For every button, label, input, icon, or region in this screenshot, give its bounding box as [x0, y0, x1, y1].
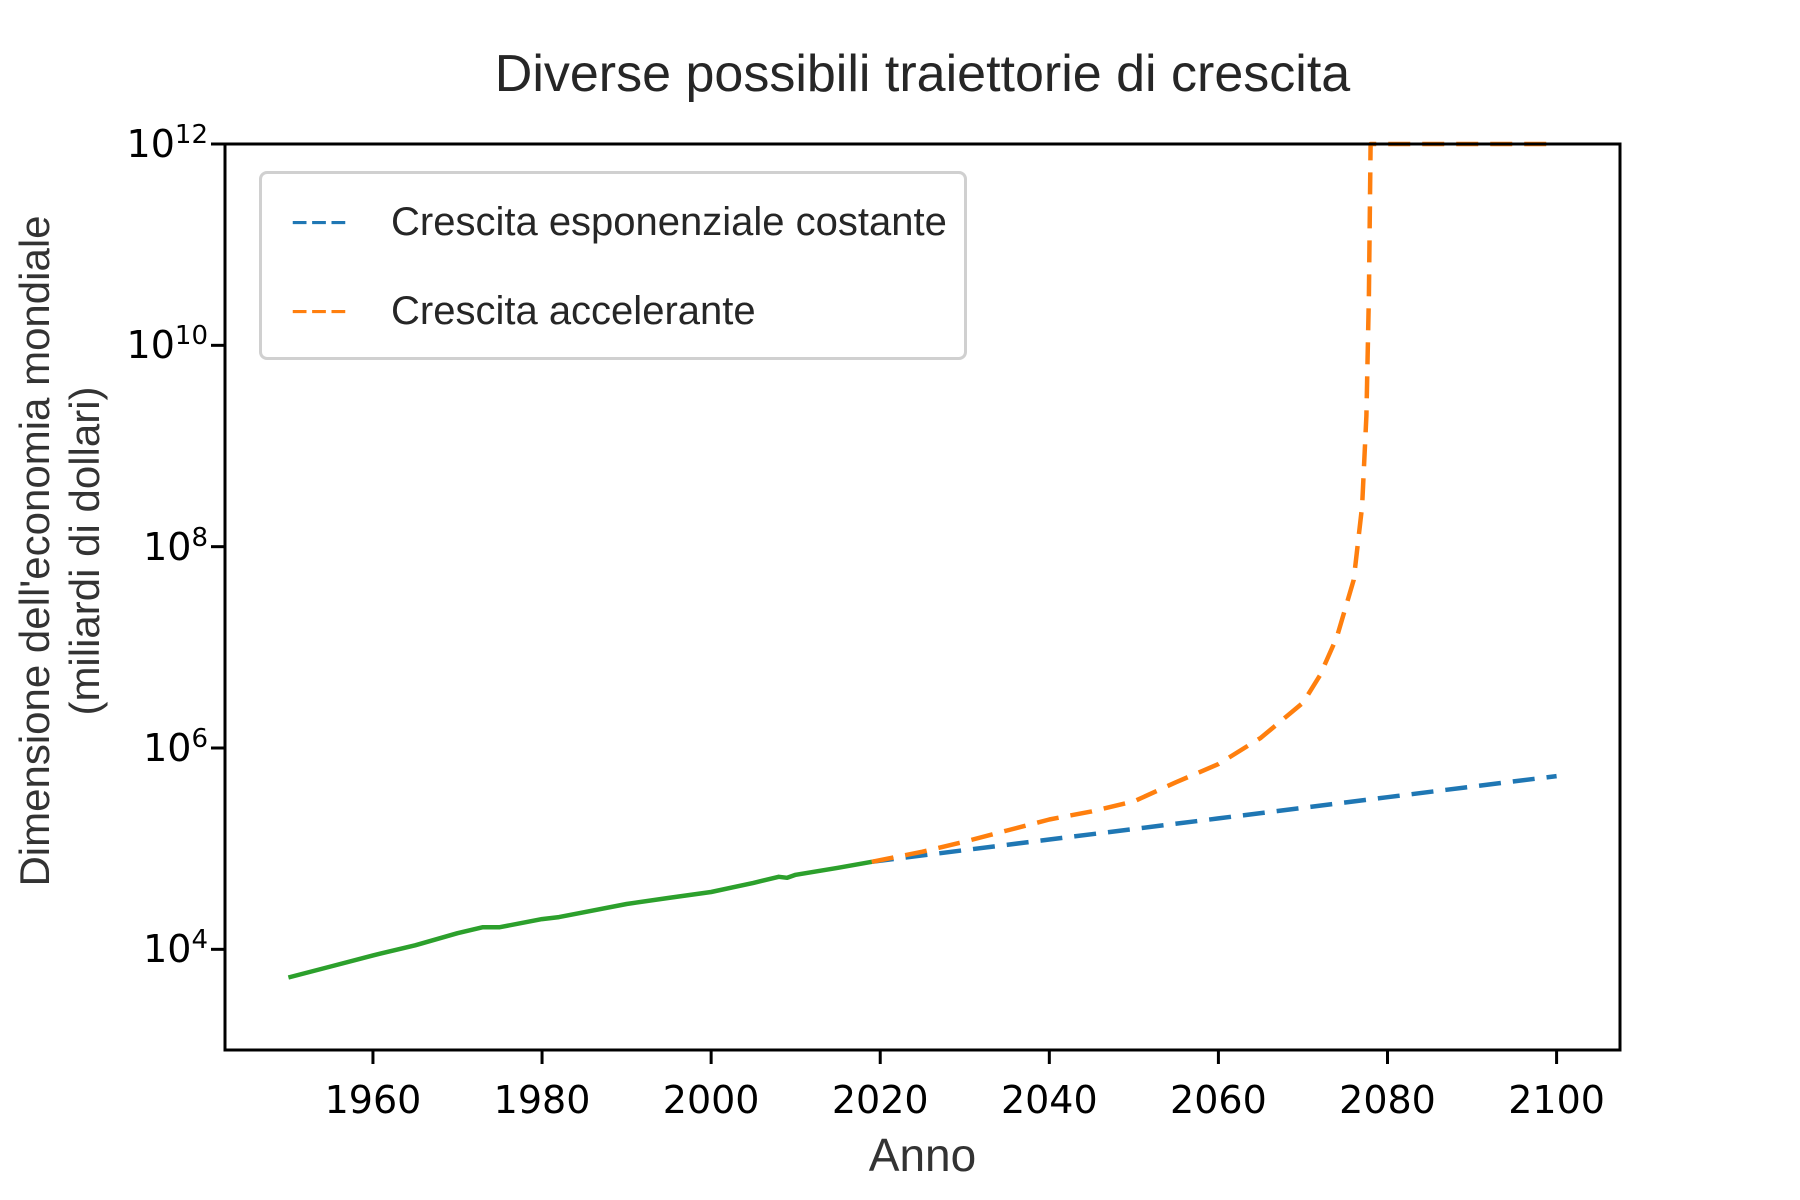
axes-frame [223, 142, 1622, 1052]
y-tick-label: 106 [143, 724, 208, 770]
dashed-line-orange-icon [292, 309, 346, 313]
x-tick-label: 2060 [1170, 1078, 1267, 1122]
x-tick-label: 2080 [1339, 1078, 1436, 1122]
plot-lines [287, 141, 1557, 980]
axis-ticks [211, 142, 1559, 1064]
series-line-0 [287, 859, 873, 980]
x-tick-label: 2020 [831, 1078, 929, 1122]
legend-label: Crescita esponenziale costante [391, 199, 947, 244]
y-tick-label: 104 [143, 925, 208, 972]
x-tick-label: 2100 [1508, 1078, 1605, 1122]
y-axis-label-line2: (miliardi di dollari) [61, 386, 108, 716]
x-tick-label: 2000 [662, 1078, 760, 1122]
y-tick-label: 108 [143, 522, 208, 569]
legend-label: Crescita accelerante [391, 288, 756, 333]
y-axis-label: Dimensione dell'economia mondiale (milia… [10, 101, 130, 1001]
legend-item-constant-exponential: Crescita esponenziale costante [262, 197, 947, 247]
legend: Crescita esponenziale costante Crescita … [259, 171, 967, 360]
y-axis-label-line1: Dimensione dell'economia mondiale [11, 215, 58, 887]
y-tick-label: 1012 [126, 120, 208, 166]
dashed-line-blue-icon [292, 220, 346, 224]
series-line-1 [871, 773, 1557, 865]
y-tick-label: 1010 [126, 321, 208, 368]
x-tick-label: 2040 [1000, 1078, 1098, 1122]
legend-item-accelerating: Crescita accelerante [262, 286, 756, 336]
x-tick-label: 1980 [493, 1078, 591, 1122]
series-line-2 [871, 141, 1557, 865]
x-axis-label: Anno [868, 1129, 977, 1181]
chart-title: Diverse possibili traiettorie di crescit… [494, 45, 1351, 103]
x-tick-label: 1960 [324, 1078, 422, 1122]
